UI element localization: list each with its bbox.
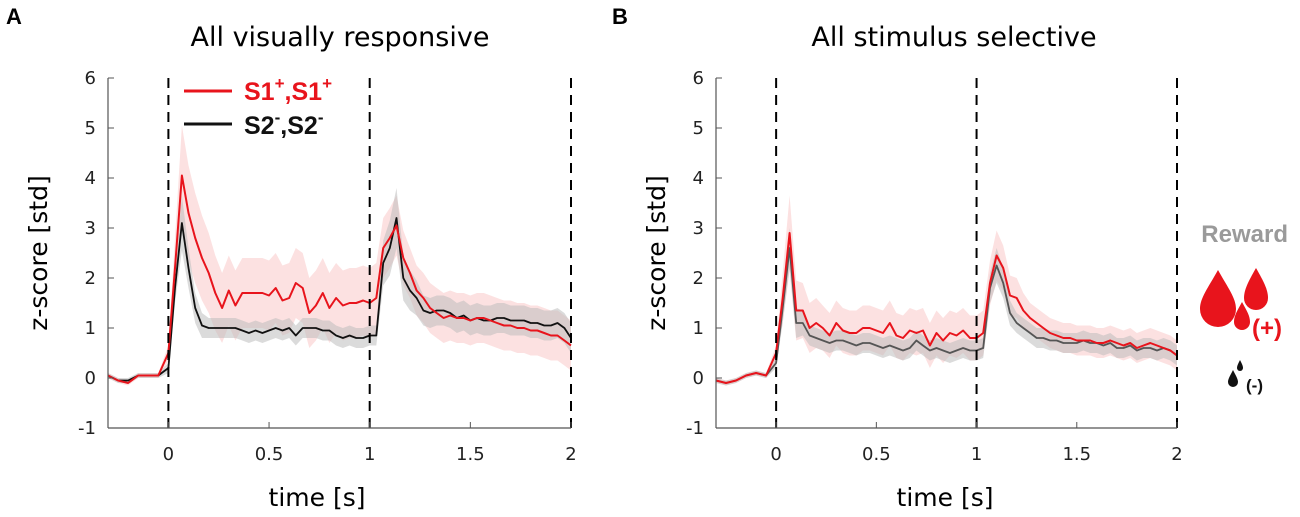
reward-title: Reward [1201, 221, 1288, 248]
legend-s2-label: S2-,S2- [244, 108, 323, 140]
x-tick-label: 0 [163, 444, 174, 465]
panel-b-axes [715, 78, 1177, 429]
panel-a-error-bands [108, 125, 571, 386]
y-tick-label: 5 [85, 118, 96, 139]
y-tick-label: 4 [85, 168, 96, 189]
y-tick-label: 6 [693, 68, 704, 89]
y-tick-label: 1 [693, 318, 704, 339]
x-tick-label: 0.5 [255, 444, 284, 465]
panel-b-series-lines [715, 232, 1178, 384]
panel-a-x-axis-label: time [s] [269, 483, 366, 512]
legend: S1+,S1+ S2-,S2- [184, 74, 332, 140]
error-band-s2 [716, 228, 1177, 386]
y-tick-label: -1 [686, 418, 704, 439]
y-tick-label: 0 [85, 368, 96, 389]
x-tick-label: 2 [1171, 444, 1182, 465]
panel-a-y-axis-label: z-score [std] [24, 175, 53, 330]
y-tick-label: 2 [85, 268, 96, 289]
legend-s1-label: S1+,S1+ [244, 74, 332, 106]
panel-b-x-ticks: 0 0.5 1 1.5 2 [770, 422, 1183, 465]
panel-b-y-axis-label: z-score [std] [642, 175, 671, 330]
series-line-s1 [715, 232, 1178, 384]
y-tick-label: 6 [85, 68, 96, 89]
panel-a-x-ticks: 0 0.5 1 1.5 2 [163, 422, 577, 465]
panel-b: B All stimulus selective 0 0.5 1 1.5 2 -1 0 1 2… [612, 4, 1183, 512]
series-line-s1 [107, 174, 572, 384]
y-tick-label: 5 [693, 118, 704, 139]
panel-b-y-ticks: -1 0 1 2 3 4 5 6 [686, 68, 722, 439]
y-tick-label: 2 [693, 268, 704, 289]
y-tick-label: 4 [693, 168, 704, 189]
panel-b-x-axis-label: time [s] [897, 483, 994, 512]
small-black-drop-icon [1228, 360, 1243, 387]
panel-a-title: All visually responsive [191, 22, 490, 53]
panel-letter-b: B [612, 4, 628, 29]
x-tick-label: 1 [971, 444, 982, 465]
panel-letter-a: A [6, 4, 22, 29]
x-tick-label: 1 [364, 444, 375, 465]
panel-b-title: All stimulus selective [811, 22, 1096, 53]
panel-a: A All visually responsive 0 0.5 1 1.5 2 -1 0 1… [6, 4, 577, 512]
reward-negative-label: (-) [1246, 376, 1263, 395]
x-tick-label: 2 [565, 444, 576, 465]
y-tick-label: 1 [85, 318, 96, 339]
panel-a-event-markers [167, 78, 572, 428]
panel-b-event-markers [775, 78, 1178, 428]
error-band-s2 [108, 188, 571, 383]
x-tick-label: 0.5 [862, 444, 891, 465]
panel-a-series-lines [107, 174, 572, 384]
series-line-s2 [107, 217, 572, 382]
y-tick-label: 3 [85, 218, 96, 239]
large-red-drops-icon [1200, 268, 1268, 330]
x-tick-label: 1.5 [1062, 444, 1091, 465]
reward-annotation: Reward (+) (-) [1200, 221, 1288, 395]
y-tick-label: 0 [693, 368, 704, 389]
y-tick-label: 3 [693, 218, 704, 239]
y-tick-label: -1 [78, 418, 96, 439]
panel-a-axes [107, 78, 571, 429]
reward-positive-label: (+) [1252, 315, 1282, 342]
x-tick-label: 0 [770, 444, 781, 465]
series-line-s2 [715, 247, 1178, 384]
x-tick-label: 1.5 [456, 444, 485, 465]
panel-a-y-ticks: -1 0 1 2 3 4 5 6 [78, 68, 114, 439]
